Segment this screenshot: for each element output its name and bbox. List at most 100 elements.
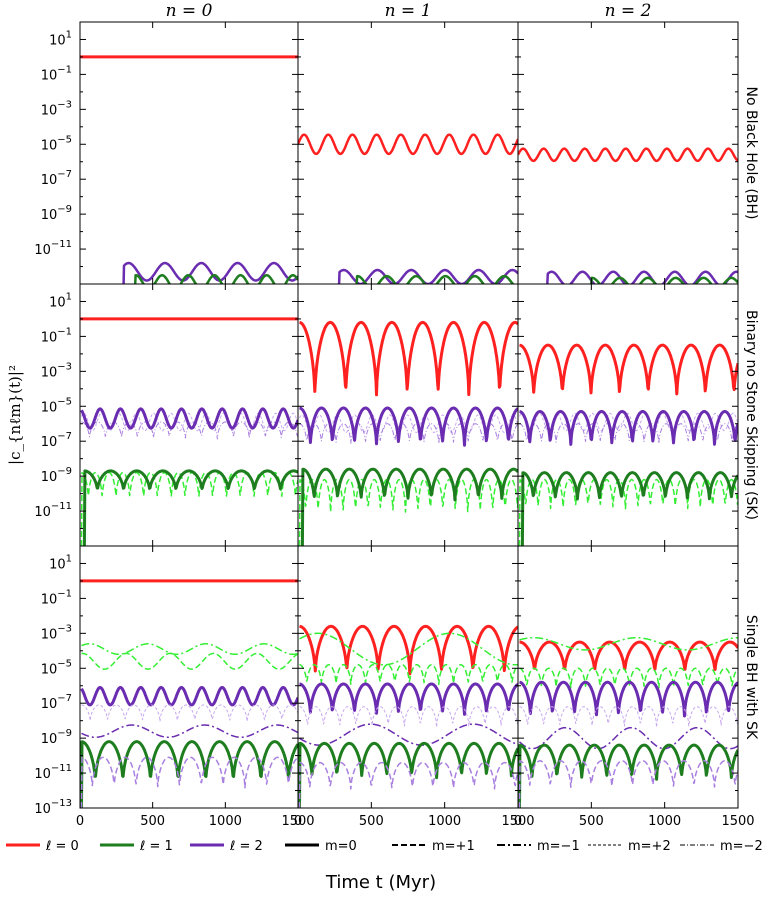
series-line-l1m-1 [299, 632, 518, 666]
series-line-l2m0 [518, 680, 738, 718]
legend-entry: m=−1 [497, 839, 580, 854]
y-tick-base: 10 [34, 505, 51, 520]
series-line-l1m-1 [519, 636, 738, 651]
y-tick-exp: −7 [57, 693, 72, 704]
y-tick-label: 10−13 [34, 798, 72, 817]
legend-label: m=+2 [628, 839, 671, 854]
x-tick-label: 1000 [209, 814, 242, 829]
series-line-l1m0 [590, 276, 738, 284]
y-tick-base: 10 [49, 295, 66, 310]
series-line-l2m+2 [299, 706, 518, 728]
y-tick-label: 10−7 [41, 431, 72, 450]
y-tick-base: 10 [41, 330, 58, 345]
y-tick-base: 10 [41, 662, 58, 677]
y-tick-exp: 1 [66, 29, 72, 40]
series-line-l1m0 [520, 471, 738, 546]
y-tick-label: 10−5 [41, 658, 72, 677]
y-tick-label: 10−1 [41, 588, 72, 607]
legend-entry: ℓ = 1 [100, 839, 173, 854]
y-tick-base: 10 [34, 802, 51, 817]
legend-label: m=0 [325, 839, 357, 854]
series-line-l2m+2 [299, 414, 518, 433]
column-title: n = 0 [166, 1, 213, 21]
y-tick-exp: −1 [57, 588, 72, 599]
panel-r2-c1 [297, 545, 519, 809]
series-line-l1m+1 [519, 667, 738, 689]
y-tick-exp: −1 [57, 64, 72, 75]
y-tick-exp: −9 [57, 466, 72, 477]
series-line-l2m+2 [519, 706, 738, 728]
legend-label: m=−1 [537, 839, 580, 854]
legend-entry: ℓ = 0 [6, 839, 79, 854]
series-line-l2m+1 [298, 761, 518, 808]
y-tick-label: 10−9 [41, 466, 72, 485]
legend-label: ℓ = 0 [45, 839, 79, 854]
y-tick-base: 10 [41, 592, 58, 607]
legend-label: m=+1 [432, 839, 475, 854]
y-tick-base: 10 [41, 68, 58, 83]
row-label: Single BH with SK [743, 615, 759, 740]
x-tick-label: 1000 [648, 814, 681, 829]
series-line-l1m0 [518, 743, 738, 808]
series-line-l2m+2 [519, 412, 738, 432]
y-tick-base: 10 [41, 470, 58, 485]
y-tick-base: 10 [41, 365, 58, 380]
panel-frame [79, 545, 299, 809]
series-line-l2m0 [122, 261, 298, 284]
y-tick-label: 101 [49, 291, 72, 310]
y-tick-exp: −11 [51, 763, 72, 774]
series-line-l1m0 [80, 740, 298, 808]
series-line-l1m0 [300, 467, 518, 546]
series-line-l1m0 [82, 469, 298, 546]
y-axis-label: |c_{nℓm}(t)|² [6, 365, 24, 465]
panel-series [518, 343, 738, 546]
x-tick-label: 0 [294, 814, 302, 829]
x-tick-label: 1000 [428, 814, 461, 829]
legend-entry: ℓ = 2 [190, 839, 263, 854]
legend-entry: m=+2 [588, 839, 671, 854]
x-tick-label: 1500 [281, 814, 314, 829]
panel-r2-c0 [79, 545, 299, 809]
series-line-l1m+1 [518, 478, 738, 546]
y-tick-label: 10−5 [41, 134, 72, 153]
y-tick-label: 101 [49, 553, 72, 572]
series-line-l1m+1 [299, 664, 518, 686]
series-line-l2m0 [298, 682, 518, 716]
panel-r1-c2 [517, 283, 739, 547]
panel-r0-c2 [517, 21, 739, 285]
series-line-l2m0 [337, 268, 518, 284]
y-tick-base: 10 [41, 208, 58, 223]
y-tick-exp: −5 [57, 134, 72, 145]
y-tick-exp: −13 [51, 798, 72, 809]
x-tick-label: 0 [514, 814, 522, 829]
y-tick-exp: 1 [66, 553, 72, 564]
series-line-l2m0 [298, 406, 518, 447]
series-line-l2m+1 [518, 760, 738, 808]
series-line-l2m-2 [81, 421, 298, 440]
x-tick-label: 500 [359, 814, 384, 829]
y-tick-base: 10 [41, 400, 58, 415]
y-tick-base: 10 [49, 557, 66, 572]
legend-label: m=−2 [720, 839, 762, 854]
x-tick-label: 0 [76, 814, 84, 829]
y-tick-label: 10−7 [41, 169, 72, 188]
series-line-l0m0 [298, 133, 518, 156]
y-tick-exp: −11 [51, 239, 72, 250]
panel-series [80, 55, 298, 284]
panel-r1-c0 [79, 283, 299, 547]
legend-label: ℓ = 1 [139, 839, 173, 854]
y-tick-base: 10 [41, 173, 58, 188]
legend-layer: ℓ = 0 ℓ = 1 ℓ = 2 m=0 m=+1 m=−1 m=+2 m=−2 [6, 839, 762, 854]
series-line-l2m+2 [81, 412, 298, 432]
series-line-l1m+1 [80, 471, 298, 546]
series-line-l2m-1 [518, 726, 738, 750]
series-line-l0m0 [298, 624, 518, 676]
x-tick-label: 500 [140, 814, 165, 829]
y-tick-base: 10 [41, 697, 58, 712]
series-line-l2m-1 [299, 723, 518, 746]
legend-entry: m=−2 [680, 839, 762, 854]
panel-r2-c2 [517, 545, 739, 809]
y-tick-base: 10 [41, 138, 58, 153]
